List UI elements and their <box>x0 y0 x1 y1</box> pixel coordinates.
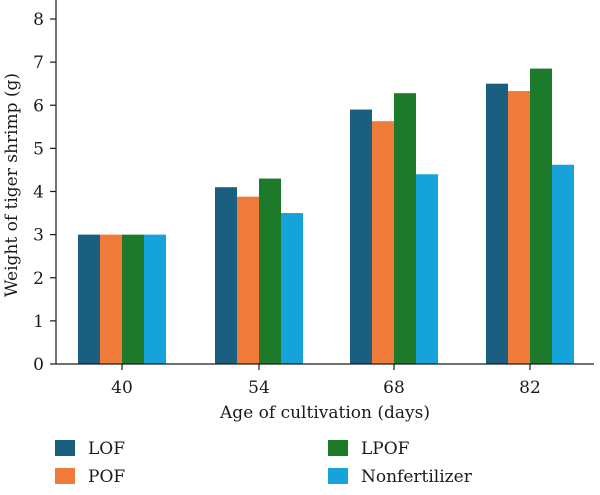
x-tick-label: 54 <box>248 378 270 398</box>
x-tick-label: 68 <box>383 378 405 398</box>
legend-swatch-lof <box>55 440 75 456</box>
y-tick-label: 1 <box>33 312 44 332</box>
y-tick-label: 3 <box>33 226 44 246</box>
y-tick-label: 0 <box>33 355 44 375</box>
bar-lpof-54 <box>259 178 281 364</box>
legend-label-lof: LOF <box>88 439 125 459</box>
bar-lpof-68 <box>394 93 416 365</box>
bar-pof-54 <box>237 196 259 364</box>
bar-lof-54 <box>215 187 237 364</box>
bar-pof-40 <box>100 234 122 364</box>
x-axis-title: Age of cultivation (days) <box>219 403 430 423</box>
bar-lpof-40 <box>122 234 144 364</box>
legend-label-nonfertilizer: Nonfertilizer <box>361 467 473 487</box>
bar-nonfertilizer-40 <box>144 234 166 364</box>
legend: LOF POF LPOF Nonfertilizer <box>55 439 473 487</box>
bar-lof-68 <box>350 109 372 364</box>
legend-swatch-pof <box>55 468 75 484</box>
y-tick-label: 4 <box>33 183 44 203</box>
y-tick-label: 6 <box>33 96 44 116</box>
bar-nonfertilizer-54 <box>281 213 303 364</box>
bar-nonfertilizer-82 <box>552 164 574 364</box>
y-axis-ticks: 0 1 2 3 4 5 6 7 8 <box>33 10 56 375</box>
y-axis-title: Weight of tiger shrimp (g) <box>2 73 22 297</box>
y-tick-label: 7 <box>33 53 44 73</box>
x-tick-label: 40 <box>111 378 133 398</box>
legend-swatch-nonfertilizer <box>328 468 348 484</box>
x-tick-label: 82 <box>519 378 541 398</box>
legend-label-pof: POF <box>88 467 125 487</box>
y-tick-label: 5 <box>33 139 44 159</box>
bar-lof-40 <box>78 234 100 364</box>
bar-nonfertilizer-68 <box>416 174 438 364</box>
bars-layer <box>78 68 574 365</box>
bar-pof-82 <box>508 91 530 365</box>
x-axis-ticks: 40 54 68 82 <box>111 364 541 398</box>
bar-lof-82 <box>486 83 508 364</box>
legend-label-lpof: LPOF <box>361 439 410 459</box>
y-tick-label: 8 <box>33 10 44 30</box>
y-tick-label: 2 <box>33 269 44 289</box>
legend-swatch-lpof <box>328 440 348 456</box>
bar-pof-68 <box>372 121 394 364</box>
bar-lpof-82 <box>530 68 552 364</box>
